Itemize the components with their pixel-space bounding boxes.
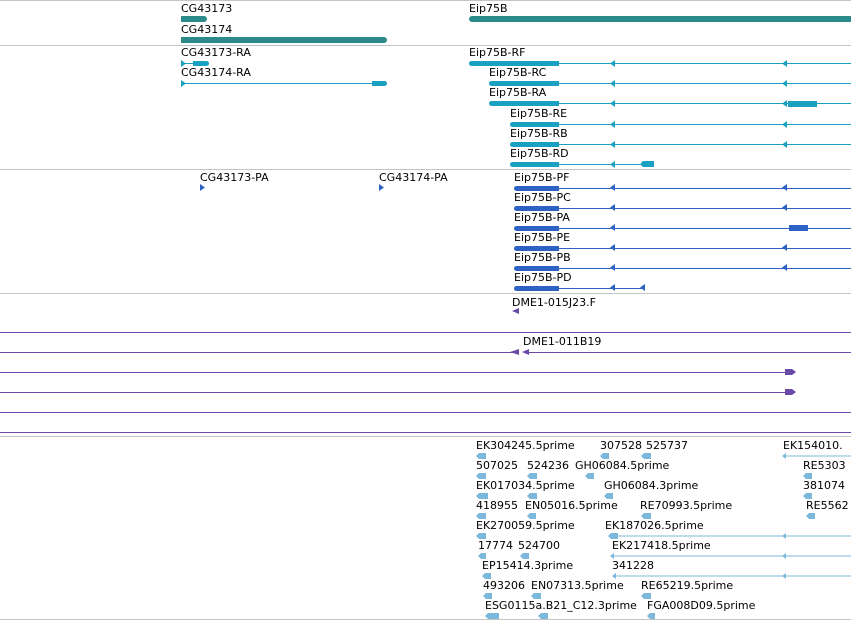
protein-exon-eip75b-pf[interactable] bbox=[514, 186, 559, 191]
est-label[interactable]: 307528 bbox=[600, 439, 642, 452]
protein-exon-eip75b-pd[interactable] bbox=[514, 286, 559, 291]
est-label[interactable]: 524236 bbox=[527, 459, 569, 472]
track-separator-transcripts bbox=[0, 169, 851, 170]
protein-label-eip75b-pb[interactable]: Eip75B-PB bbox=[514, 251, 571, 264]
protein-label-eip75b-pc[interactable]: Eip75B-PC bbox=[514, 191, 571, 204]
est-label[interactable]: 507025 bbox=[476, 459, 518, 472]
est-label[interactable]: EN05016.5prime bbox=[525, 499, 618, 512]
transcript-intron-cg43174-ra bbox=[181, 83, 387, 84]
est-label[interactable]: GH06084.5prime bbox=[575, 459, 670, 472]
clone-label-dme1-011b19[interactable]: DME1-011B19 bbox=[523, 335, 602, 348]
track-separator-clones bbox=[0, 436, 851, 437]
protein-intron-eip75b-pc bbox=[514, 208, 851, 209]
protein-intron-eip75b-pb bbox=[514, 268, 851, 269]
transcript-label-eip75b-rc[interactable]: Eip75B-RC bbox=[489, 66, 547, 79]
est-label[interactable]: RE65219.5prime bbox=[641, 579, 734, 592]
protein-intron-eip75b-pd bbox=[514, 288, 645, 289]
est-label[interactable]: FGA008D09.5prime bbox=[647, 599, 756, 612]
transcript-exon-eip75b-re[interactable] bbox=[510, 122, 559, 127]
clone-line-2b[interactable] bbox=[526, 352, 851, 353]
protein-label-eip75b-pe[interactable]: Eip75B-PE bbox=[514, 231, 571, 244]
transcript-intron-eip75b-re bbox=[510, 124, 851, 125]
est-label[interactable]: ESG0115a.B21_C12.3prime bbox=[485, 599, 637, 612]
transcript-intron-eip75b-rc bbox=[489, 83, 851, 84]
gene-label-cg43174[interactable]: CG43174 bbox=[181, 23, 233, 36]
est-label[interactable]: 493206 bbox=[483, 579, 525, 592]
track-separator-genes bbox=[0, 45, 851, 46]
protein-exon-eip75b-pc[interactable] bbox=[514, 206, 559, 211]
est-label[interactable]: 525737 bbox=[646, 439, 688, 452]
est-label[interactable]: 381074 bbox=[803, 479, 845, 492]
est-label[interactable]: RE70993.5prime bbox=[640, 499, 733, 512]
protein-intron-eip75b-pe bbox=[514, 248, 851, 249]
track-separator-top bbox=[0, 0, 851, 1]
protein-intron-eip75b-pa bbox=[514, 228, 851, 229]
transcript-exon-cg43173-ra[interactable] bbox=[193, 61, 209, 66]
protein-label-eip75b-pf[interactable]: Eip75B-PF bbox=[514, 171, 570, 184]
track-separator-proteins bbox=[0, 293, 851, 294]
gene-label-cg43173[interactable]: CG43173 bbox=[181, 2, 233, 15]
est-label[interactable]: EN07313.5prime bbox=[531, 579, 624, 592]
gene-feature-cg43173[interactable] bbox=[181, 16, 207, 22]
est-label[interactable]: 17774 bbox=[478, 539, 513, 552]
est-label[interactable]: EK017034.5prime bbox=[476, 479, 575, 492]
transcript-label-eip75b-re[interactable]: Eip75B-RE bbox=[510, 107, 568, 120]
est-label[interactable]: EP15414.3prime bbox=[482, 559, 574, 572]
transcript-exon-eip75b-ra[interactable] bbox=[489, 101, 559, 106]
protein-exon-eip75b-pe[interactable] bbox=[514, 246, 559, 251]
clone-line-1[interactable] bbox=[0, 332, 851, 333]
gene-label-eip75b[interactable]: Eip75B bbox=[469, 2, 508, 15]
est-label[interactable]: RE5562 bbox=[806, 499, 849, 512]
transcript-exon-eip75b-rc[interactable] bbox=[489, 81, 559, 86]
transcript-label-cg43174-ra[interactable]: CG43174-RA bbox=[181, 66, 251, 79]
transcript-exon-eip75b-rf[interactable] bbox=[469, 61, 559, 66]
protein-label-eip75b-pd[interactable]: Eip75B-PD bbox=[514, 271, 572, 284]
est-label[interactable]: 341228 bbox=[612, 559, 654, 572]
protein-intron-eip75b-pf bbox=[514, 188, 851, 189]
transcript-exon-cg43174-ra[interactable] bbox=[372, 81, 387, 86]
track-separator-bottom bbox=[0, 619, 851, 620]
transcript-exon-eip75b-rd-3[interactable] bbox=[641, 161, 654, 167]
transcript-intron-eip75b-rf bbox=[469, 63, 851, 64]
transcript-label-eip75b-rb[interactable]: Eip75B-RB bbox=[510, 127, 568, 140]
transcript-exon-eip75b-rd[interactable] bbox=[510, 162, 559, 167]
protein-label-cg43174-pa[interactable]: CG43174-PA bbox=[379, 171, 448, 184]
gene-feature-eip75b[interactable] bbox=[469, 16, 851, 22]
est-label[interactable]: EK217418.5prime bbox=[612, 539, 711, 552]
clone-line-4[interactable] bbox=[0, 392, 795, 393]
protein-label-eip75b-pa[interactable]: Eip75B-PA bbox=[514, 211, 570, 224]
est-label[interactable]: RE5303 bbox=[803, 459, 846, 472]
clone-line-3[interactable] bbox=[0, 372, 795, 373]
protein-exon-eip75b-pb[interactable] bbox=[514, 266, 559, 271]
clone-line-6[interactable] bbox=[0, 432, 851, 433]
clone-label-dme1-015j23f[interactable]: DME1-015J23.F bbox=[512, 296, 596, 309]
est-label[interactable]: EK304245.5prime bbox=[476, 439, 575, 452]
clone-line-2[interactable] bbox=[0, 352, 518, 353]
transcript-label-eip75b-rf[interactable]: Eip75B-RF bbox=[469, 46, 526, 59]
est-label[interactable]: EK270059.5prime bbox=[476, 519, 575, 532]
transcript-label-cg43173-ra[interactable]: CG43173-RA bbox=[181, 46, 251, 59]
protein-exon-eip75b-pa[interactable] bbox=[514, 226, 559, 231]
est-label[interactable]: 524700 bbox=[518, 539, 560, 552]
transcript-label-eip75b-rd[interactable]: Eip75B-RD bbox=[510, 147, 569, 160]
gene-feature-cg43174[interactable] bbox=[181, 37, 387, 43]
protein-exon-eip75b-pa-3[interactable] bbox=[789, 225, 808, 231]
est-label[interactable]: 418955 bbox=[476, 499, 518, 512]
transcript-exon-eip75b-ra-3[interactable] bbox=[788, 101, 817, 107]
clone-line-5[interactable] bbox=[0, 412, 851, 413]
est-label[interactable]: GH06084.3prime bbox=[604, 479, 699, 492]
transcript-intron-eip75b-rd bbox=[510, 164, 654, 165]
est-label[interactable]: EK187026.5prime bbox=[605, 519, 704, 532]
est-label[interactable]: EK154010. bbox=[783, 439, 843, 452]
transcript-label-eip75b-ra[interactable]: Eip75B-RA bbox=[489, 86, 547, 99]
transcript-exon-eip75b-rb[interactable] bbox=[510, 142, 559, 147]
protein-label-cg43173-pa[interactable]: CG43173-PA bbox=[200, 171, 269, 184]
transcript-intron-eip75b-ra bbox=[489, 103, 851, 104]
transcript-intron-eip75b-rb bbox=[510, 144, 851, 145]
